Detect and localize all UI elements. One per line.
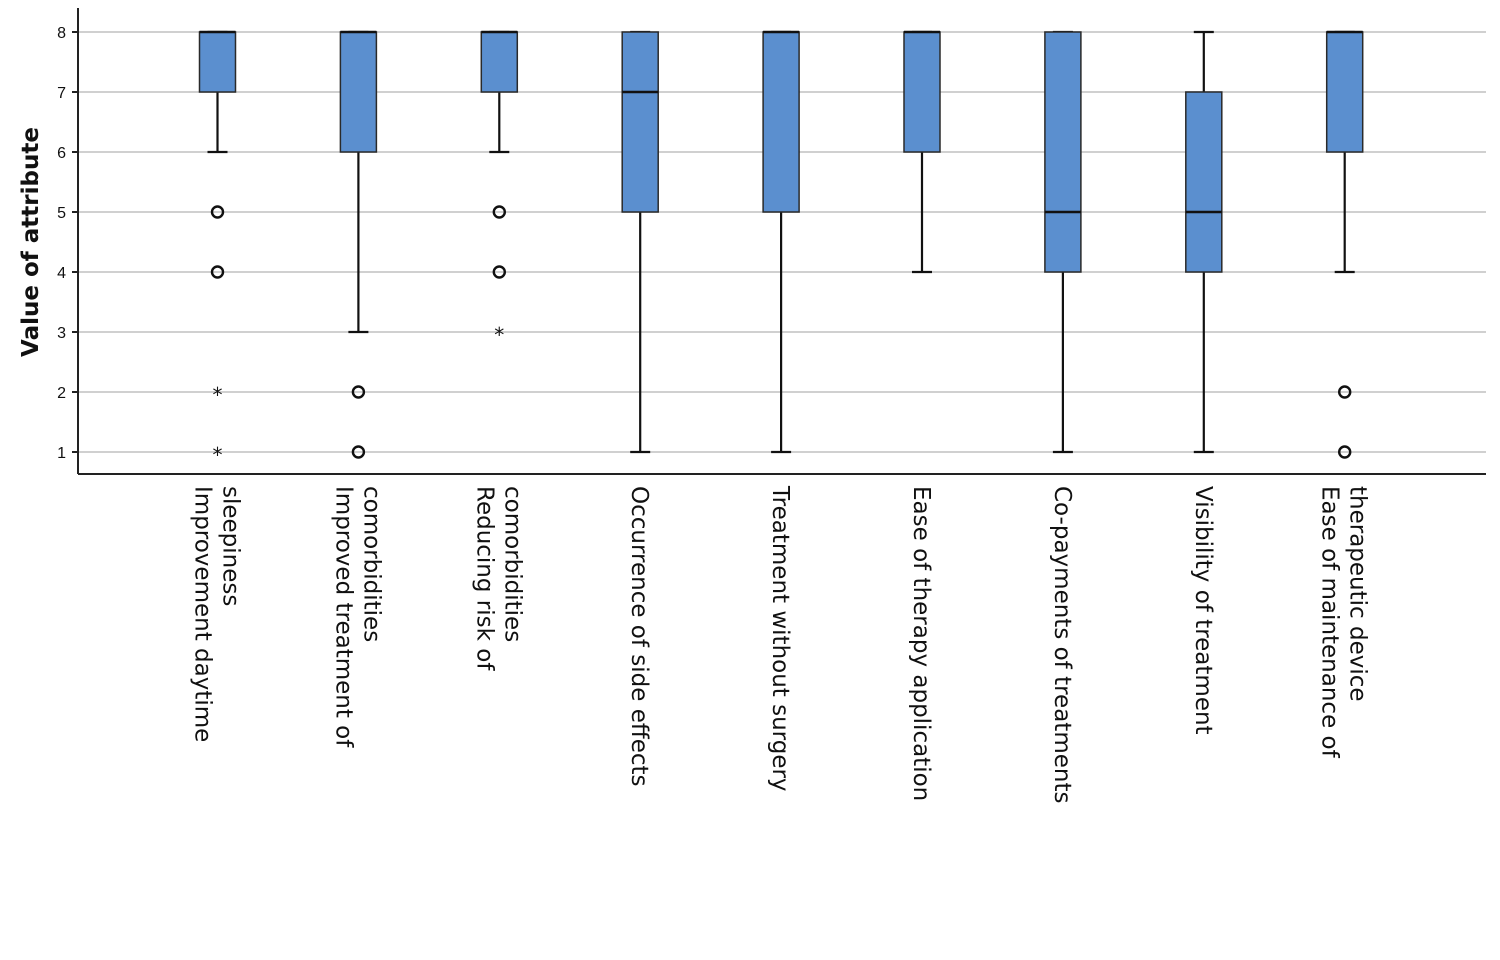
box-group: ** xyxy=(198,30,237,467)
y-tick-label: 8 xyxy=(57,25,66,42)
outlier-circle xyxy=(492,265,506,279)
outlier-circle xyxy=(1337,385,1352,399)
outlier-circle xyxy=(351,445,366,459)
category-label-line: Visibility of treatment xyxy=(1190,486,1216,735)
y-tick-label: 2 xyxy=(57,385,66,402)
category-label-line: comorbidities xyxy=(499,486,525,642)
y-tick-label: 4 xyxy=(57,265,66,282)
boxes: *** xyxy=(198,30,1364,467)
iqr-box xyxy=(198,31,237,93)
category-label: Visibility of treatment xyxy=(1190,486,1216,735)
box-group xyxy=(1185,30,1223,454)
extreme-outlier-star: * xyxy=(494,323,504,347)
iqr-box xyxy=(339,31,378,153)
axes xyxy=(77,8,1486,475)
y-axis-title: Value of attribute xyxy=(18,127,44,357)
y-tick-label: 1 xyxy=(57,445,66,462)
category-label: Ease of maintenance oftherapeutic device xyxy=(1317,486,1371,759)
category-label-line: comorbidities xyxy=(358,486,384,642)
extreme-outlier-star: * xyxy=(213,443,223,467)
category-label: Ease of therapy application xyxy=(908,486,934,801)
outlier-circle xyxy=(1337,445,1352,459)
box-group xyxy=(339,30,378,459)
category-label-line: Improved treatment of xyxy=(330,486,356,748)
outlier-circle xyxy=(210,205,225,219)
category-label: Treatment without surgery xyxy=(767,485,793,792)
category-label-line: sleepiness xyxy=(218,486,244,606)
y-tick-labels: 1 2 3 4 5 6 7 8 xyxy=(57,25,78,462)
category-label: Occurrence of side effects xyxy=(626,486,652,787)
outlier-circle xyxy=(351,385,366,399)
y-tick-label: 7 xyxy=(57,85,66,102)
box-group xyxy=(621,30,659,454)
y-tick-label: 3 xyxy=(57,325,66,342)
category-label-line: Improvement daytime xyxy=(190,486,216,742)
y-tick-label: 6 xyxy=(57,145,66,162)
category-labels: Improvement daytimesleepiness Improved tr… xyxy=(190,485,1371,803)
iqr-box xyxy=(903,31,941,153)
category-label: Reducing risk ofcomorbidities xyxy=(471,486,525,671)
box-group xyxy=(1325,30,1364,459)
category-label: Improved treatment ofcomorbidities xyxy=(330,486,384,748)
category-label-line: Ease of maintenance of xyxy=(1317,486,1343,759)
category-label-line: Reducing risk of xyxy=(471,486,497,671)
box-group xyxy=(903,30,941,274)
category-label-line: Ease of therapy application xyxy=(908,486,934,801)
box-group: * xyxy=(480,30,519,347)
iqr-box xyxy=(1325,31,1364,153)
category-label: Co-payments of treatments xyxy=(1049,486,1075,803)
iqr-box xyxy=(480,31,519,93)
y-tick-label: 5 xyxy=(57,205,66,222)
category-label-line: therapeutic device xyxy=(1345,486,1371,702)
iqr-box xyxy=(1044,31,1082,273)
iqr-box xyxy=(762,31,800,213)
category-label-line: Co-payments of treatments xyxy=(1049,486,1075,803)
extreme-outlier-star: * xyxy=(213,383,223,407)
box-group xyxy=(762,30,800,454)
category-label-line: Occurrence of side effects xyxy=(626,486,652,787)
box-group xyxy=(1044,30,1082,454)
category-label-line: Treatment without surgery xyxy=(767,485,793,792)
iqr-box xyxy=(621,31,659,213)
outlier-circle xyxy=(492,205,506,219)
outlier-circle xyxy=(210,265,225,279)
category-label: Improvement daytimesleepiness xyxy=(190,486,244,742)
iqr-box xyxy=(1185,91,1223,273)
